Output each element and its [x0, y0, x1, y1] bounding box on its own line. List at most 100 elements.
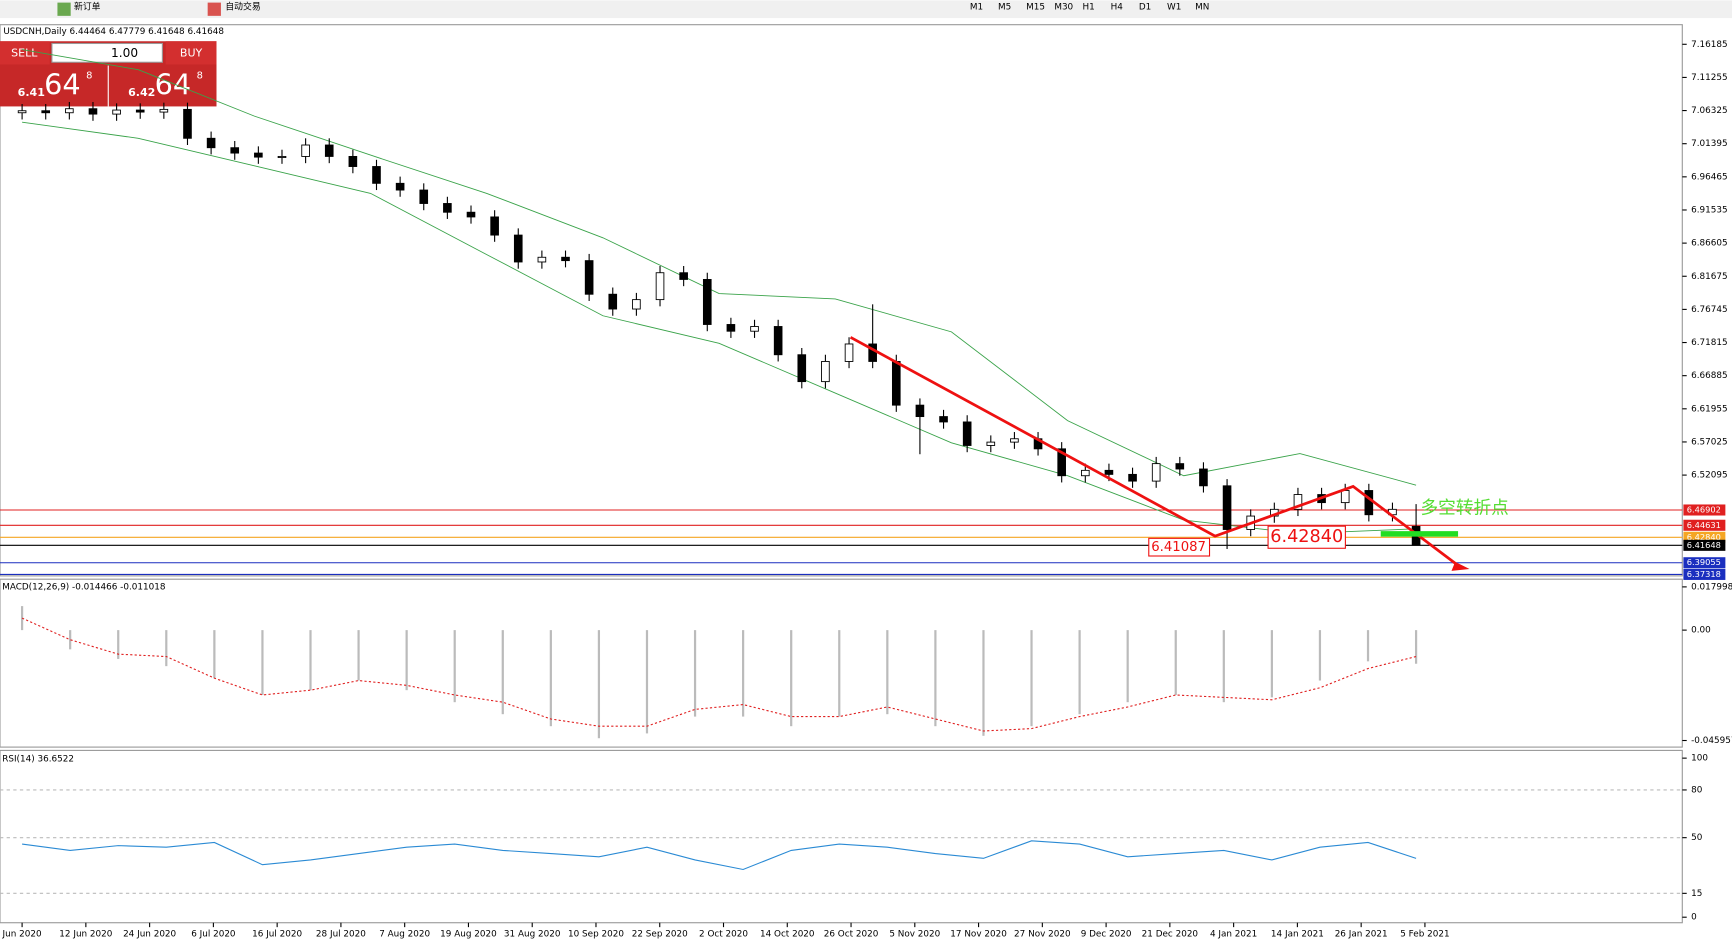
candle-body [183, 108, 192, 139]
timeframe-button[interactable]: M15 [1026, 3, 1045, 13]
candle-body [1222, 485, 1232, 530]
x-tick-label: 7 Aug 2020 [379, 929, 430, 939]
candle-body [702, 279, 712, 325]
candle-body [159, 108, 169, 113]
toolbar [0, 0, 1732, 19]
timeframe-button[interactable]: H1 [1083, 3, 1095, 13]
x-tick-label: 27 Nov 2020 [1014, 929, 1071, 939]
candle-body [632, 299, 641, 310]
candle-body [1340, 490, 1350, 504]
rsi-pane [0, 749, 1683, 924]
candle-body [655, 272, 665, 301]
candle-body [17, 110, 27, 114]
macd-bar [309, 630, 312, 691]
x-tick-label: 17 Nov 2020 [950, 929, 1007, 939]
price-big: 6.42 [128, 86, 155, 99]
x-tick-label: 4 Jan 2021 [1210, 929, 1257, 939]
icon[interactable] [207, 2, 221, 16]
macd-bar [549, 630, 552, 727]
timeframe-button[interactable]: H4 [1111, 3, 1124, 13]
lot-input[interactable] [51, 42, 163, 63]
level-label: 6.39055 [1687, 557, 1721, 567]
macd-bar [501, 630, 504, 715]
bollinger-band [22, 49, 1417, 486]
buy-button[interactable] [165, 41, 217, 65]
sell-button[interactable] [0, 41, 50, 65]
level-tag [1683, 557, 1726, 569]
y-tick-label: 6.66885 [1691, 371, 1728, 381]
main-pane [0, 24, 1683, 577]
candle-body [608, 293, 618, 310]
candle-body [939, 416, 948, 423]
timeframe-button[interactable]: M1 [970, 3, 983, 13]
timeframe-button[interactable]: W1 [1167, 3, 1181, 13]
y-tick-label: 6.91535 [1691, 205, 1728, 215]
price-big: 6.41 [18, 86, 45, 99]
candle-body [372, 166, 381, 184]
buy-label[interactable]: BUY [180, 46, 203, 59]
candle-body [206, 137, 216, 149]
candle-body [1128, 473, 1137, 482]
sell-label[interactable]: SELL [11, 46, 38, 59]
candle-body [537, 256, 547, 263]
timeframe-button[interactable]: M5 [998, 3, 1011, 13]
y-tick-label: 7.06325 [1691, 106, 1728, 116]
y-tick-label: 100 [1691, 754, 1708, 764]
macd-bar [1174, 630, 1177, 695]
macd-bar [1366, 630, 1370, 662]
candle-body [1175, 463, 1185, 470]
candle-body [301, 144, 310, 157]
level-label: 6.46902 [1687, 504, 1721, 514]
candle-body [513, 234, 523, 263]
y-tick-label: -0.045957 [1691, 736, 1732, 746]
y-tick-label: 6.76745 [1691, 305, 1728, 315]
macd-bar [69, 630, 72, 650]
candle-body [726, 324, 736, 332]
timeframe-button[interactable]: MN [1195, 3, 1209, 13]
y-tick-label: 7.16185 [1691, 40, 1728, 50]
candle-body [419, 189, 429, 204]
level-label: 6.37318 [1687, 569, 1721, 579]
candle-body [561, 256, 570, 262]
icon[interactable] [57, 2, 71, 16]
y-tick-label: 50 [1691, 833, 1703, 843]
macd-signal [21, 617, 1417, 732]
macd-bar [1222, 630, 1225, 703]
macd-bar [117, 630, 120, 659]
rsi-line [22, 840, 1417, 871]
candle-body [773, 326, 783, 356]
price-pips: 64 [44, 68, 81, 102]
macd-bar [1414, 630, 1418, 664]
lot-value[interactable]: 1.00 [111, 46, 138, 60]
candle-body [348, 155, 358, 167]
candle-body [1364, 490, 1374, 516]
candle-body [821, 361, 830, 383]
macd-bar [645, 630, 649, 734]
level-tag [1683, 539, 1726, 551]
candle-body [277, 155, 287, 158]
y-tick-label: 80 [1691, 785, 1703, 795]
x-tick-label: 26 Oct 2020 [824, 929, 879, 939]
timeframe-button[interactable]: M30 [1054, 3, 1073, 13]
level-tag [1683, 519, 1726, 531]
y-tick-label: 0.017998 [1691, 582, 1732, 592]
candle-body [112, 109, 121, 115]
macd-bar [838, 630, 841, 717]
price-pips: 64 [155, 68, 192, 102]
timeframe-button[interactable]: D1 [1139, 3, 1151, 13]
level-tag [1683, 504, 1726, 516]
annotation-box [1267, 525, 1346, 549]
macd-bar [742, 630, 745, 717]
x-tick-label: 22 Sep 2020 [632, 929, 688, 939]
toolbar-button[interactable]: 新订单 [74, 1, 101, 13]
annotation-box [1148, 537, 1211, 557]
toolbar-button[interactable]: 自动交易 [225, 1, 260, 13]
x-tick-label: 5 Nov 2020 [889, 929, 940, 939]
candle-body [584, 260, 594, 295]
y-tick-label: 6.81675 [1691, 272, 1728, 282]
trade-panel: SELL 1.00 BUY 6.41 64 8 6.42 64 8 [0, 41, 217, 107]
level-tag [1683, 531, 1726, 543]
x-tick-label: 14 Jan 2021 [1271, 929, 1324, 939]
candle-body [41, 110, 51, 114]
macd-bar [982, 630, 985, 736]
